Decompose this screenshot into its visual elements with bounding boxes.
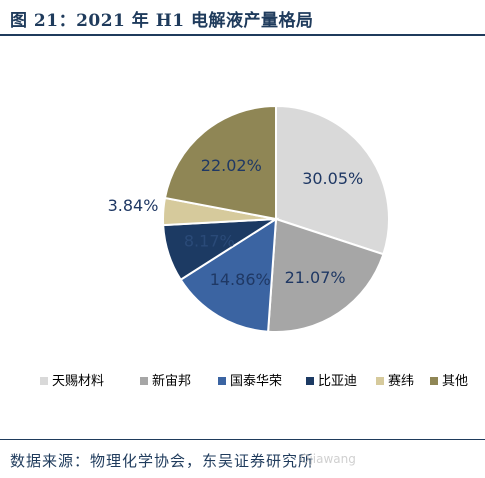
legend-item-3: 国泰华荣 [218,374,282,389]
legend-swatch-1 [40,377,48,385]
pie-slice-2 [267,217,385,333]
legend-item-5: 赛纬 [376,373,414,389]
watermark: Ojiawang [300,452,356,466]
pie-label-3: 14.86% [210,270,271,289]
pie-slice-1 [275,104,390,256]
legend-swatch-4 [306,377,314,385]
pie-label-5: 3.84% [108,196,159,215]
legend-label-5: 赛纬 [388,373,414,389]
pie-label-1: 30.05% [302,169,363,188]
legend-label-1: 天赐材料 [52,374,104,389]
pie-slice-6 [163,104,277,221]
legend: 天赐材料 新宙邦 国泰华荣 比亚迪 赛纬 其他 [40,373,468,389]
legend-swatch-3 [218,377,226,385]
legend-swatch-5 [376,377,384,385]
legend-label-3: 国泰华荣 [230,374,282,389]
pie-slices [162,104,390,333]
pie-label-4: 8.17% [184,231,235,250]
legend-item-6: 其他 [430,374,468,389]
legend-swatch-2 [140,377,148,385]
pie-slice-3 [179,217,278,333]
pie-label-6: 22.02% [201,156,262,175]
legend-item-1: 天赐材料 [40,374,104,389]
source-rule [0,439,485,440]
legend-label-4: 比亚迪 [318,374,357,389]
legend-item-4: 比亚迪 [306,374,357,389]
legend-label-2: 新宙邦 [152,373,191,389]
pie-chart: 30.05% 21.07% 14.86% 8.17% 3.84% 22.02% 天赐材料 新… [40,104,468,389]
pie-label-2: 21.07% [285,268,346,287]
source-note: 数据来源：物理化学协会，东吴证券研究所 [10,452,315,470]
legend-swatch-6 [430,377,438,385]
title-rule [0,34,485,36]
figure-title: 图 21：2021 年 H1 电解液产量格局 [10,11,314,31]
pie-labels: 30.05% 21.07% 14.86% 8.17% 3.84% 22.02% [108,156,364,289]
legend-item-2: 新宙邦 [140,373,191,389]
legend-label-6: 其他 [442,374,468,389]
chart-frame: 30.05% 21.07% 14.86% 8.17% 3.84% 22.02% 天赐材料 新… [0,36,485,436]
